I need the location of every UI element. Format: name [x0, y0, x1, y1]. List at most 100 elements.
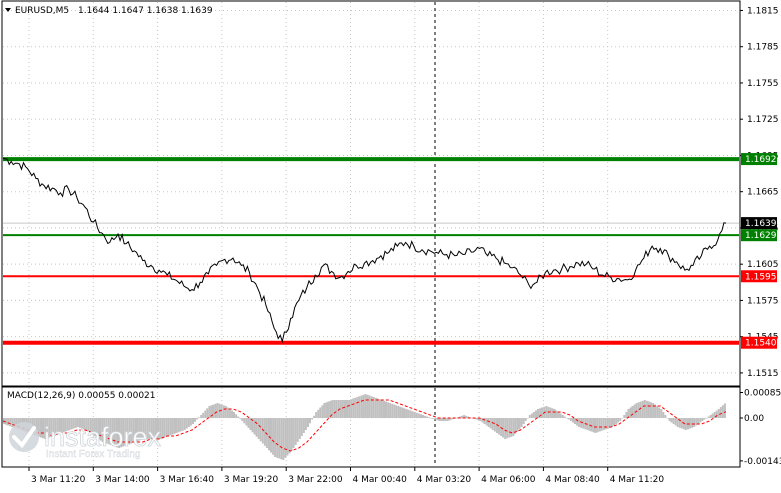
macd-bar	[580, 418, 583, 428]
macd-bar	[276, 418, 279, 458]
macd-bar	[251, 418, 254, 433]
level-tag	[741, 336, 777, 349]
level-tag	[741, 229, 777, 242]
macd-bar	[487, 418, 490, 427]
macd-bar	[574, 418, 576, 424]
macd-bar	[237, 416, 240, 418]
macd-bar	[323, 403, 326, 418]
macd-bar	[352, 398, 355, 418]
macd-bar	[113, 418, 116, 447]
macd-bar	[532, 412, 535, 418]
macd-bar	[155, 418, 157, 439]
macd-bar	[364, 394, 367, 418]
macd-bar	[56, 418, 59, 435]
macd-bar	[660, 409, 663, 418]
level-tag-label: 1.1629	[745, 231, 777, 241]
macd-bar	[387, 402, 390, 419]
macd-bar	[481, 418, 484, 423]
macd-label: MACD(12,26,9) 0.00055 0.00021	[7, 391, 156, 401]
macd-bar	[615, 418, 618, 424]
macd-bar	[208, 406, 211, 418]
time-label: 3 Mar 16:40	[160, 475, 215, 485]
macd-bar	[415, 412, 418, 419]
macd-bar	[103, 418, 106, 443]
macd-bar	[623, 415, 626, 418]
macd-bar	[263, 418, 266, 446]
macd-histogram	[3, 394, 726, 460]
macd-bar	[313, 415, 316, 419]
macd-bar	[413, 412, 416, 418]
macd-bar	[216, 403, 219, 418]
macd-bar	[401, 407, 404, 418]
macd-bar	[52, 418, 55, 436]
macd-bar	[442, 418, 445, 421]
macd-bar	[356, 397, 359, 418]
macd-bar	[257, 418, 260, 439]
macd-bar	[397, 406, 400, 418]
macd-bar	[317, 409, 320, 419]
levels	[3, 157, 739, 345]
macd-bar	[545, 406, 548, 418]
macd-bar	[185, 418, 188, 429]
macd-bar	[7, 418, 10, 426]
macd-bar	[126, 418, 129, 445]
macd-bar	[438, 418, 441, 421]
macd-bar	[645, 400, 648, 419]
macd-bar	[333, 400, 336, 418]
macd-bar	[181, 418, 184, 431]
macd-bar	[284, 418, 287, 458]
macd-bar	[187, 418, 190, 427]
macd-bar	[81, 418, 84, 429]
macd-bar	[582, 418, 585, 429]
macd-bar	[60, 418, 63, 433]
macd-bar	[641, 400, 644, 419]
macd-bar	[68, 418, 71, 430]
macd-bar	[122, 418, 125, 447]
macd-bar	[684, 418, 687, 430]
watermark-brand: instaforex	[44, 422, 162, 452]
macd-bar	[175, 418, 178, 433]
macd-bar	[526, 418, 529, 419]
macd-bar	[689, 418, 691, 429]
macd-bar	[74, 418, 77, 428]
macd-bar	[553, 409, 556, 418]
macd-bar	[385, 401, 387, 418]
macd-bar	[428, 417, 431, 419]
macd-bar	[489, 418, 492, 429]
macd-bar	[643, 400, 646, 418]
macd-bar	[91, 418, 94, 435]
macd-bar	[631, 406, 634, 418]
macd-bar	[693, 418, 696, 427]
macd-bar	[666, 418, 669, 419]
macd-bar	[54, 418, 57, 436]
macd-bar	[658, 407, 661, 418]
macd-bar	[537, 409, 539, 418]
macd-bar	[637, 402, 640, 419]
macd-bar	[578, 418, 581, 427]
macd-bar	[183, 418, 186, 430]
macd-bar	[163, 418, 166, 438]
macd-bar	[300, 418, 303, 436]
macd-bar	[625, 412, 628, 418]
level-tag-label: 1.1595	[745, 272, 777, 282]
macd-bar	[721, 405, 724, 419]
macd-bar	[514, 418, 517, 434]
macd-bar	[555, 410, 558, 418]
macd-bar	[650, 402, 652, 419]
macd-bar	[120, 418, 123, 448]
macd-bar	[596, 418, 599, 433]
collapse-triangle-icon[interactable]	[5, 8, 11, 12]
macd-bar	[621, 418, 624, 419]
macd-bar	[567, 418, 570, 420]
macd-bar	[516, 418, 519, 432]
price-tick-label: 1.1815	[747, 6, 779, 16]
macd-bar	[370, 396, 373, 419]
macd-bar	[344, 400, 346, 418]
macd-bar	[124, 418, 127, 446]
macd-bar	[434, 418, 437, 420]
macd-bar	[479, 418, 482, 421]
macd-bar	[362, 394, 365, 419]
level-tag	[741, 153, 777, 166]
macd-bar	[368, 395, 371, 418]
macd-bar	[389, 403, 392, 418]
